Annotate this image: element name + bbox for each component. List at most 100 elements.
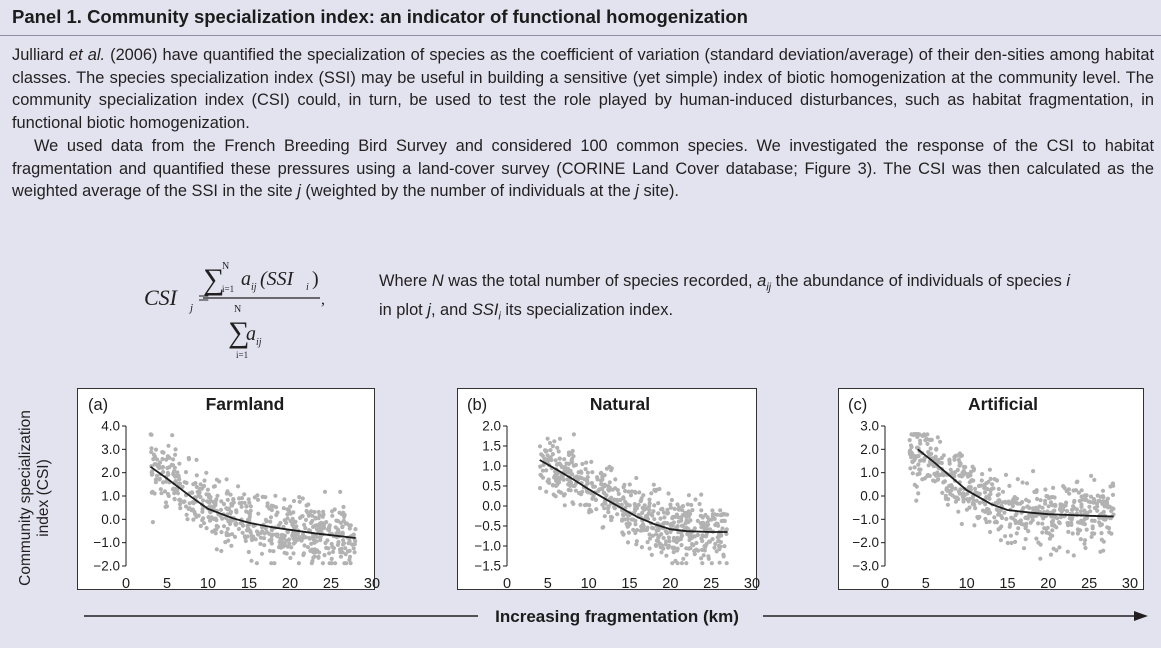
- data-point: [267, 531, 272, 536]
- data-point: [670, 561, 675, 566]
- data-point: [280, 541, 285, 546]
- x-tick-label: 5: [922, 576, 930, 592]
- y-tick-label: −1.0: [93, 535, 120, 550]
- data-point: [294, 524, 299, 529]
- data-point: [210, 505, 215, 510]
- data-point: [270, 532, 275, 537]
- data-point: [701, 553, 706, 558]
- data-point: [537, 444, 543, 449]
- data-point: [634, 475, 639, 481]
- data-point: [180, 484, 185, 489]
- data-point: [943, 496, 948, 501]
- data-point: [1101, 539, 1106, 544]
- data-point: [1057, 545, 1062, 550]
- formula-lhs: CSI: [144, 285, 179, 310]
- data-point: [326, 546, 331, 551]
- chart-natural: (b) Natural 2.0 1.5 1.0 0.5 0.0 −0.5 −1.0 −1.50 5 1…: [467, 394, 760, 592]
- data-point: [1064, 500, 1069, 505]
- data-point: [634, 506, 640, 511]
- data-point: [960, 491, 966, 496]
- data-point: [1105, 501, 1110, 507]
- data-point: [287, 508, 292, 513]
- x-tick-label: 0: [122, 576, 130, 592]
- data-point: [1074, 507, 1079, 512]
- data-point: [927, 473, 933, 478]
- data-point: [613, 477, 618, 482]
- data-point: [338, 554, 344, 559]
- data-point: [236, 526, 241, 532]
- data-point: [350, 542, 355, 547]
- data-point: [161, 480, 166, 485]
- panel-label: (a): [88, 396, 108, 414]
- data-point: [191, 517, 196, 522]
- data-point: [194, 514, 199, 519]
- data-point: [612, 505, 617, 510]
- data-point: [297, 495, 302, 500]
- data-point: [661, 510, 667, 515]
- data-point: [353, 527, 358, 532]
- data-point: [291, 510, 296, 515]
- data-point: [689, 502, 694, 508]
- data-point: [911, 432, 916, 437]
- data-point: [242, 500, 247, 505]
- data-point: [153, 477, 158, 482]
- data-point: [1061, 484, 1066, 489]
- data-point: [1027, 512, 1033, 518]
- data-point: [704, 526, 709, 531]
- data-point: [631, 527, 636, 532]
- data-point: [928, 446, 933, 451]
- data-point: [289, 545, 294, 550]
- scatter-points: [907, 432, 1116, 561]
- data-point: [601, 525, 606, 530]
- data-point: [163, 500, 169, 505]
- data-point: [684, 552, 689, 557]
- data-point: [177, 502, 183, 507]
- data-point: [637, 490, 642, 495]
- data-point: [301, 532, 306, 537]
- data-point: [239, 504, 244, 509]
- data-point: [1080, 521, 1086, 526]
- y-tick-label: 0.5: [482, 479, 501, 494]
- body-text: Julliard et al. (2006) have quantified t…: [12, 44, 1154, 203]
- data-point: [587, 507, 593, 512]
- data-point: [566, 461, 572, 466]
- data-point: [1099, 522, 1104, 527]
- figure-xlabel-arrow: Increasing fragmentation (km): [84, 607, 1148, 626]
- data-point: [935, 477, 940, 482]
- data-point: [247, 511, 252, 517]
- data-point: [661, 521, 666, 526]
- data-point: [310, 513, 315, 518]
- data-point: [591, 494, 596, 499]
- data-point: [1090, 518, 1095, 523]
- data-point: [161, 450, 166, 455]
- data-point: [606, 484, 611, 489]
- data-point: [191, 501, 196, 506]
- data-point: [540, 468, 546, 473]
- data-point: [681, 556, 686, 561]
- data-point: [315, 523, 320, 528]
- data-point: [298, 515, 303, 521]
- data-point: [570, 460, 575, 465]
- data-point: [1082, 516, 1087, 522]
- formula-sum-sup: N: [222, 261, 229, 272]
- x-tick-label: 25: [323, 576, 339, 592]
- data-point: [334, 531, 339, 536]
- data-point: [248, 508, 253, 513]
- data-point: [1026, 529, 1031, 534]
- data-point: [647, 497, 652, 502]
- data-point: [959, 453, 965, 458]
- data-point: [700, 561, 705, 566]
- data-point: [1025, 504, 1030, 509]
- y-tick-label: 1.0: [860, 465, 879, 480]
- data-point: [214, 547, 219, 552]
- text-run: i: [498, 310, 501, 323]
- data-point: [278, 544, 283, 550]
- data-point: [1083, 545, 1088, 551]
- data-point: [1100, 494, 1105, 499]
- data-point: [988, 476, 993, 481]
- data-point: [621, 532, 626, 537]
- data-point: [983, 502, 988, 507]
- data-point: [914, 498, 919, 503]
- data-point: [689, 535, 695, 541]
- data-point: [720, 512, 725, 517]
